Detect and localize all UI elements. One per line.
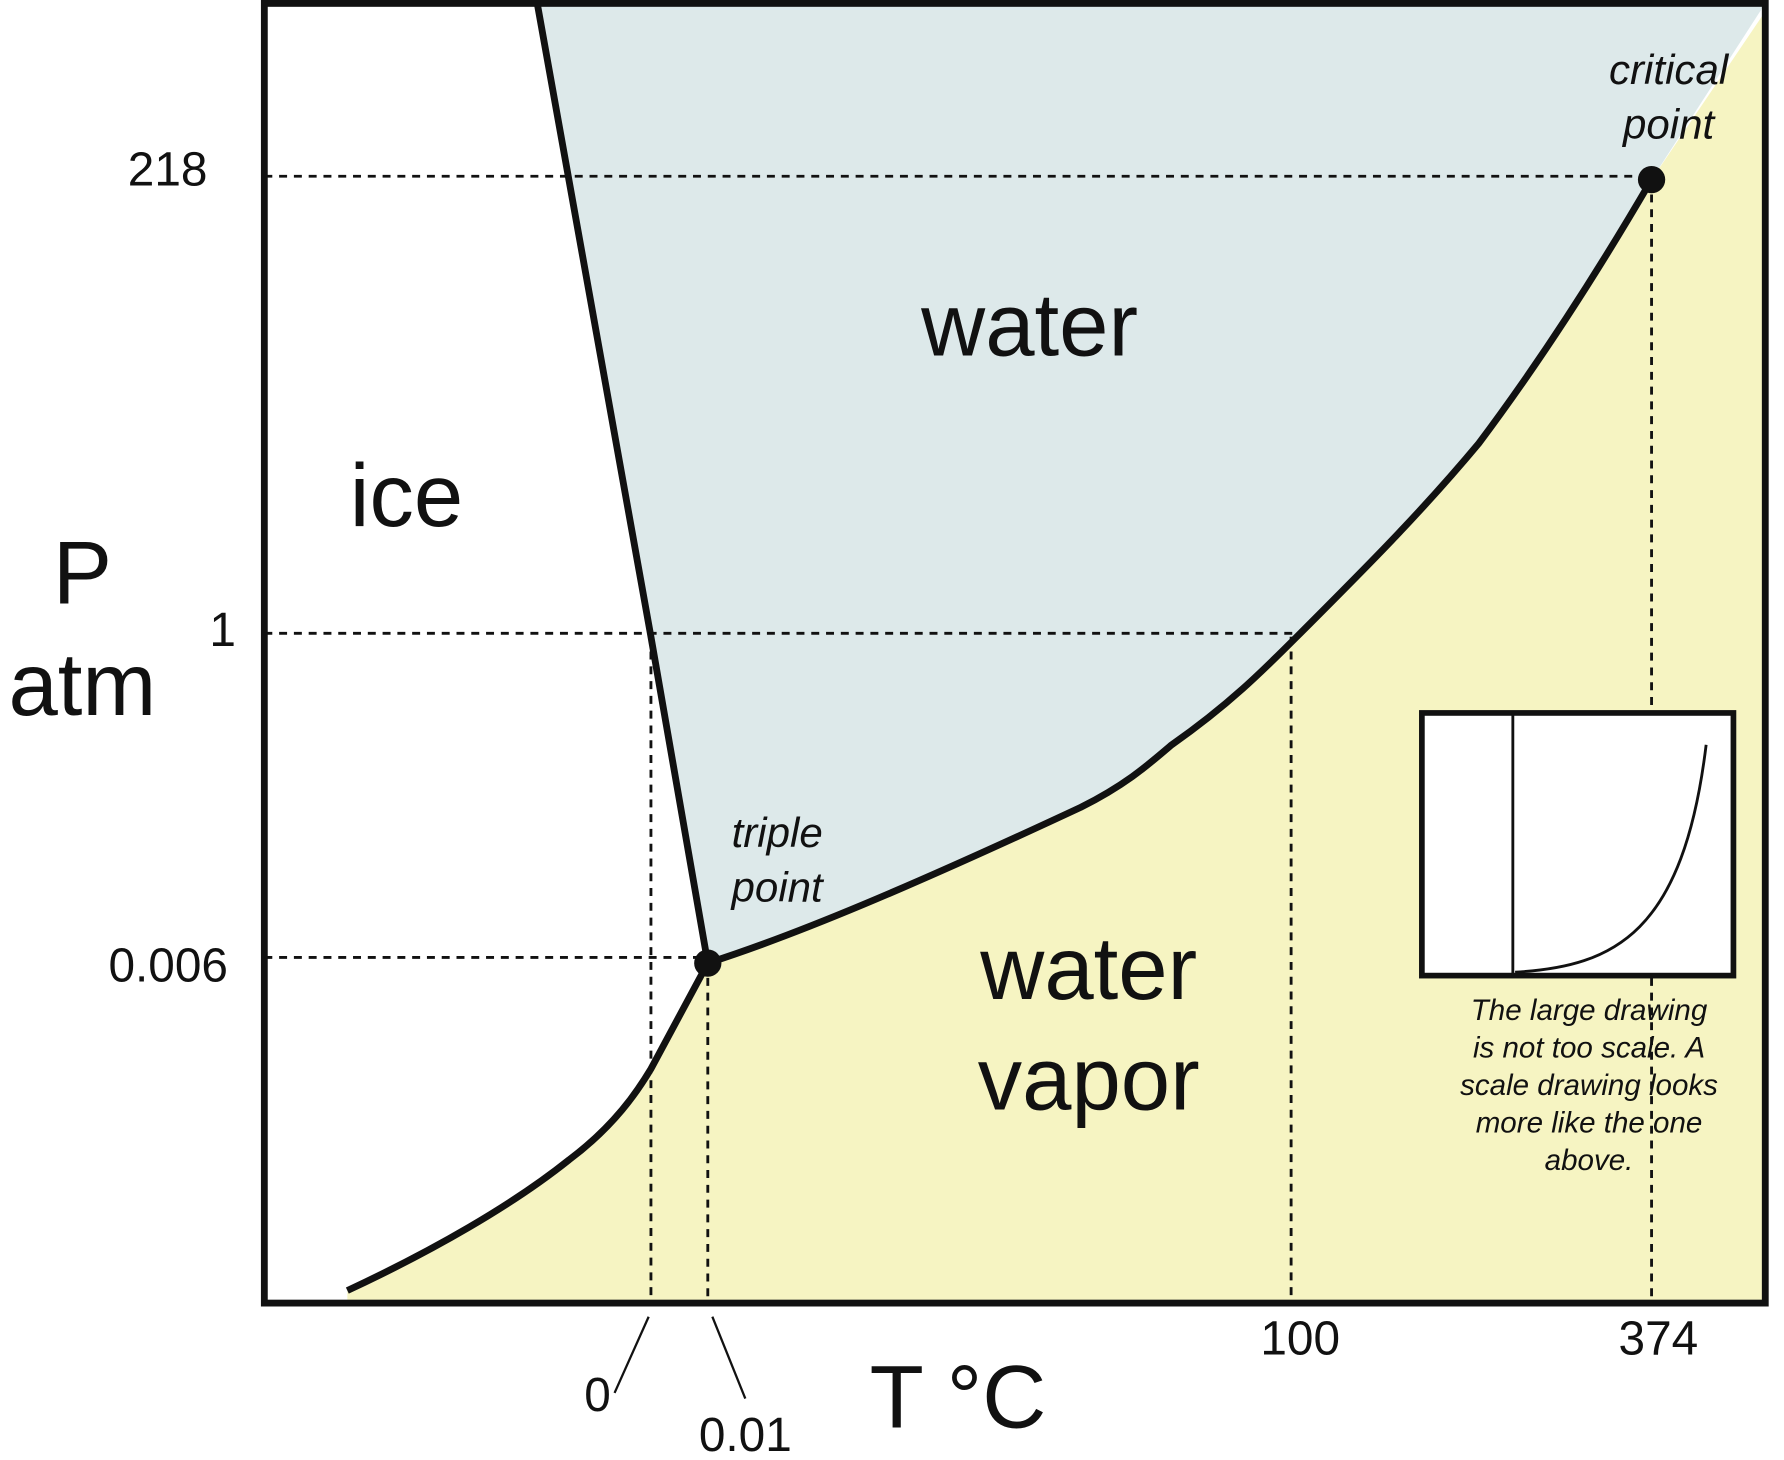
region-label: water (979, 919, 1197, 1018)
y-axis-label: P (53, 523, 112, 622)
y-tick-label: 218 (128, 143, 208, 196)
phase-boundaries (345, 2, 1655, 1294)
point-label: triple (732, 809, 823, 856)
caption-line: above. (1545, 1144, 1634, 1177)
x-tick-label: 0.01 (699, 1409, 792, 1460)
y-tick-label: 0.006 (108, 939, 228, 992)
liquid-region (537, 3, 1766, 964)
critical-point (1637, 166, 1666, 194)
frame (260, 0, 1769, 1307)
caption-line: more like the one (1476, 1106, 1703, 1139)
triple-point (694, 949, 722, 977)
region-label: vapor (978, 1029, 1200, 1128)
caption-line: is not too scale. A (1473, 1031, 1705, 1064)
x-axis-label: T °C (870, 1348, 1047, 1447)
x-tick-label: 374 (1619, 1312, 1699, 1365)
y-axis-label: atm (8, 635, 156, 734)
inset-caption: The large drawing is not too scale. A scal… (1460, 994, 1718, 1177)
point-label: point (730, 863, 826, 910)
caption-line: scale drawing looks (1460, 1069, 1718, 1102)
point-label: point (1621, 100, 1717, 147)
caption-line: The large drawing (1471, 994, 1708, 1027)
inset (1419, 710, 1737, 979)
y-tick-label: 1 (209, 604, 236, 657)
x-tick-label: 0 (584, 1369, 611, 1422)
region-label: ice (350, 446, 463, 545)
x-tick-label: 100 (1260, 1312, 1340, 1365)
point-label: critical (1609, 46, 1730, 93)
region-label: water (920, 275, 1138, 374)
leader (711, 1316, 747, 1400)
leader (613, 1316, 650, 1394)
